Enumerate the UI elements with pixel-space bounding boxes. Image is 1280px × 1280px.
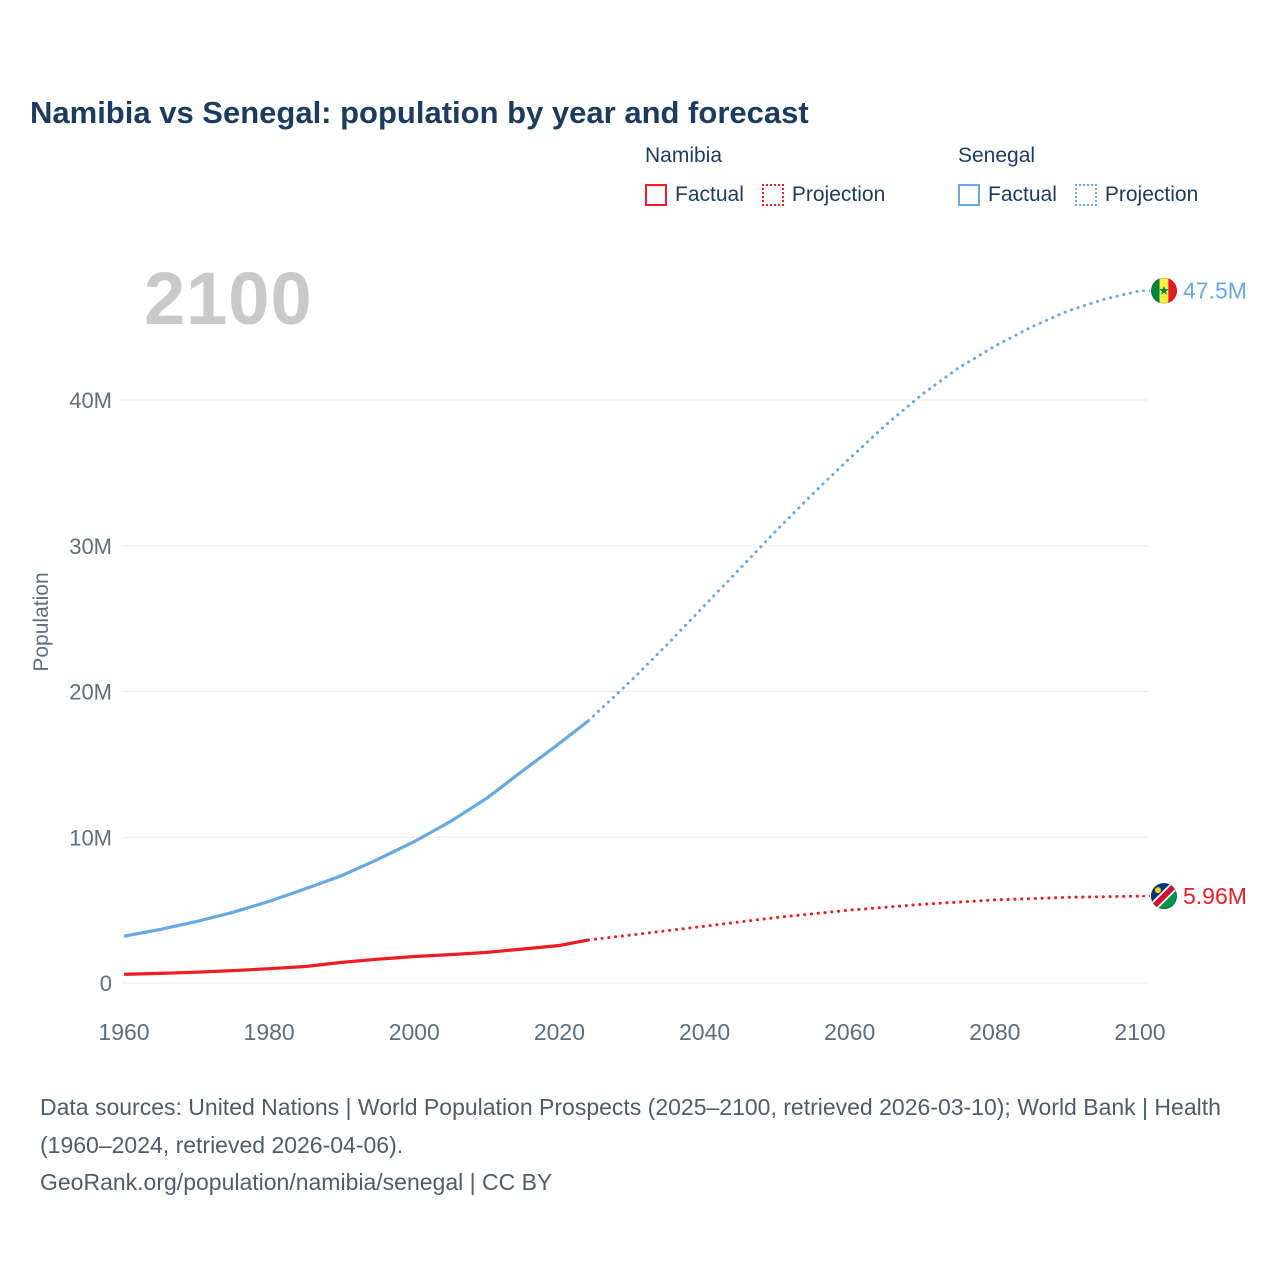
y-tick-label: 20M [69,680,112,705]
legend-swatch-solid-blue [958,184,980,206]
year-watermark: 2100 [144,257,313,340]
legend-group-title-senegal: Senegal [958,144,1036,167]
y-tick-label: 10M [69,825,112,850]
y-tick-label: 40M [69,388,112,413]
legend-swatch-dotted-blue [1074,184,1097,206]
x-tick-label: 2060 [824,1019,875,1045]
legend-group-namibia: Namibia Factual Projection [645,144,934,207]
legend-item-namibia-factual[interactable]: Factual [645,183,744,207]
x-tick-label: 2000 [389,1019,440,1045]
y-axis-label: Population [30,572,53,672]
legend-item-namibia-projection[interactable]: Projection [761,183,886,207]
x-tick-label: 2020 [534,1019,585,1045]
page-title: Namibia vs Senegal: population by year a… [30,94,809,130]
data-sources-text: Data sources: United Nations | World Pop… [40,1094,1221,1158]
series-senegal-projection [587,289,1142,723]
x-tick-label: 2040 [679,1019,730,1045]
y-tick-label: 30M [69,534,112,559]
flag-outline [1151,277,1177,304]
legend-group-title-namibia: Namibia [645,144,723,167]
end-value-label-namibia: 5.96M [1183,883,1247,909]
flag-outline [1151,883,1177,910]
legend-item-label: Factual [675,183,744,206]
x-tick-label: 1960 [98,1019,149,1045]
namibia-flag-icon [1151,883,1177,910]
footer: Data sources: United Nations | World Pop… [40,1089,1230,1202]
x-tick-label: 1980 [244,1019,295,1045]
series-namibia-projection [587,894,1142,942]
legend-item-senegal-factual[interactable]: Factual [958,183,1057,207]
legend-swatch-dotted-red [761,184,784,206]
legend-item-label: Projection [1104,183,1199,206]
legend-item-label: Factual [988,183,1057,206]
senegal-flag-icon [1151,277,1177,304]
attribution-link[interactable]: GeoRank.org/population/namibia/senegal |… [40,1169,553,1196]
series-namibia-factual [123,938,589,976]
x-tick-label: 2080 [969,1019,1020,1045]
legend-items-namibia: Factual Projection [645,183,934,207]
legend-swatch-solid-red [645,184,667,206]
series-senegal-factual [123,719,590,938]
legend-item-label: Projection [791,183,886,206]
legend: Namibia Factual Projection Senegal Factu… [645,144,1198,207]
x-tick-label: 2100 [1114,1019,1165,1045]
legend-items-senegal: Factual Projection [958,183,1198,207]
legend-group-senegal: Senegal Factual Projection [958,144,1198,207]
legend-item-senegal-projection[interactable]: Projection [1074,183,1199,207]
end-value-label-senegal: 47.5M [1183,278,1247,304]
y-tick-label: 0 [100,971,112,996]
